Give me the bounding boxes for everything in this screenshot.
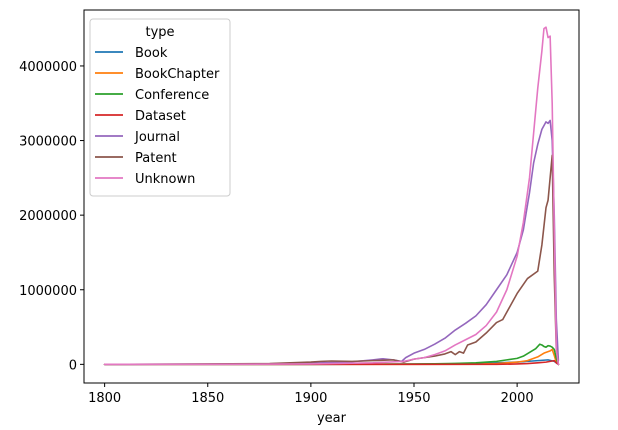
y-tick-label: 1000000 <box>19 284 77 299</box>
legend-label-patent: Patent <box>135 151 177 166</box>
series-line-unknown <box>103 26 560 366</box>
y-tick-label: 2000000 <box>19 209 77 224</box>
x-tick-label: 1950 <box>397 391 430 406</box>
y-tick-label: 3000000 <box>19 135 77 150</box>
plot-frame <box>83 9 580 384</box>
series-line-patent <box>103 154 560 366</box>
legend-box <box>89 18 231 197</box>
legend-label-unknown: Unknown <box>135 172 195 187</box>
y-axis: 0 1000000 2000000 3000000 4000000 <box>19 60 84 373</box>
legend-label-dataset: Dataset <box>135 109 186 124</box>
series-line-dataset <box>103 359 560 366</box>
series-layer <box>103 26 560 366</box>
legend-label-journal: Journal <box>134 130 180 145</box>
y-tick-label: 0 <box>69 358 77 373</box>
legend-label-conference: Conference <box>135 88 209 103</box>
x-axis: 1800 1850 1900 1950 2000 <box>88 383 534 406</box>
x-tick-label: 1900 <box>294 391 327 406</box>
x-tick-label: 1800 <box>88 391 121 406</box>
x-tick-label: 2000 <box>501 391 534 406</box>
x-tick-label: 1850 <box>191 391 224 406</box>
legend: type Book BookChapter Conference Dataset Jou… <box>89 18 231 197</box>
legend-label-bookchapter: BookChapter <box>135 67 220 82</box>
legend-label-book: Book <box>135 46 168 61</box>
x-axis-label: year <box>317 411 347 426</box>
legend-title: type <box>145 25 174 40</box>
y-tick-label: 4000000 <box>19 60 77 75</box>
